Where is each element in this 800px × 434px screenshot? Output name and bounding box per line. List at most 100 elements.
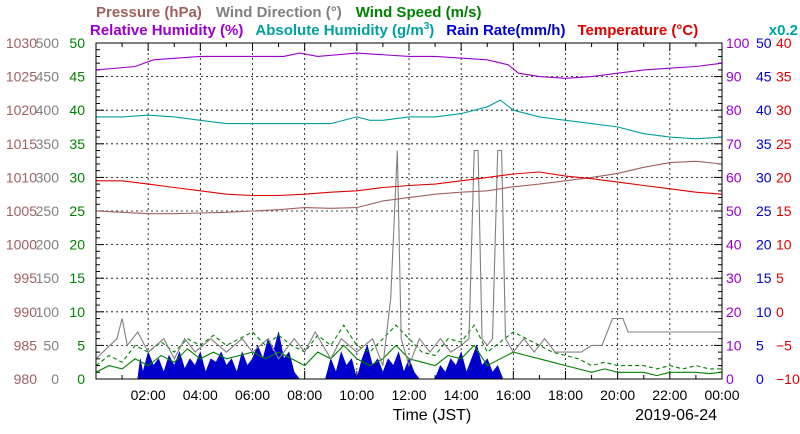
y-tick-wind-direction: 200 (36, 237, 60, 253)
y-tick-pressure: 990 (14, 304, 38, 320)
legend-entry: Relative Humidity (%) (90, 22, 243, 39)
y-tick-rain-rate: 20 (756, 237, 772, 253)
y-tick-humidity: 20 (726, 304, 742, 320)
y-tick-humidity: 40 (726, 237, 742, 253)
y-tick-humidity: 60 (726, 169, 742, 185)
y-tick-rain-rate: 45 (756, 69, 772, 85)
y-tick-temperature: 35 (776, 69, 792, 85)
y-tick-wind-direction: 250 (36, 203, 60, 219)
y-tick-wind-direction: 100 (36, 304, 60, 320)
series-pressure-hpa (95, 160, 723, 215)
y-tick-temperature: −5 (776, 337, 792, 353)
legend-entry: Absolute Humidity (g/m3) (255, 21, 434, 39)
x-tick-label: 12:00 (391, 387, 426, 403)
x-tick-label: 04:00 (183, 387, 218, 403)
y-tick-rain-rate: 15 (756, 270, 772, 286)
y-tick-pressure: 1015 (6, 136, 37, 152)
y-tick-rain-rate: 25 (756, 203, 772, 219)
y-tick-pressure: 980 (14, 371, 38, 387)
y-tick-wind-direction: 150 (36, 270, 60, 286)
y-tick-humidity: 90 (726, 69, 742, 85)
y-tick-wind-direction: 450 (36, 69, 60, 85)
x-axis: 02:00 04:00 06:00 08:00 10:00 12:00 14:00 16:00… (131, 387, 740, 403)
x-axis-label: Time (JST) (393, 407, 472, 424)
x-tick-label: 00:00 (704, 387, 739, 403)
y-tick-rain-rate: 0 (756, 371, 764, 387)
plot-series (95, 52, 723, 381)
y-tick-pressure: 985 (14, 337, 38, 353)
y-tick-humidity: 10 (726, 337, 742, 353)
legend: Pressure (hPa) Wind Direction (°) Wind Spe… (90, 4, 798, 39)
y-tick-rain-rate: 30 (756, 169, 772, 185)
y-tick-wind-direction: 500 (36, 35, 60, 51)
y-tick-humidity: 50 (726, 203, 742, 219)
legend-entry: Temperature (°C) (577, 22, 698, 39)
x-tick-label: 08:00 (287, 387, 322, 403)
legend-entry: Wind Direction (°) (216, 4, 342, 21)
y-tick-pressure: 1020 (6, 102, 37, 118)
scale-note: x0.2 (769, 22, 798, 39)
y-tick-rain-rate: 40 (756, 102, 772, 118)
legend-entry: Pressure (hPa) (96, 4, 202, 21)
y-tick-wind-speed: 50 (69, 35, 85, 51)
y-tick-pressure: 995 (14, 270, 38, 286)
y-tick-wind-direction: 50 (43, 337, 59, 353)
y-tick-rain-rate: 35 (756, 136, 772, 152)
y-tick-rain-rate: 10 (756, 304, 772, 320)
y-tick-temperature: −10 (776, 371, 800, 387)
date-label: 2019-06-24 (635, 407, 717, 424)
y-tick-humidity: 0 (726, 371, 734, 387)
y-tick-pressure: 1010 (6, 169, 37, 185)
y-tick-humidity: 100 (726, 35, 750, 51)
x-tick-label: 18:00 (548, 387, 583, 403)
y-tick-temperature: 0 (776, 304, 784, 320)
y-tick-wind-speed: 5 (77, 337, 85, 353)
y-tick-pressure: 1000 (6, 237, 37, 253)
x-tick-label: 06:00 (235, 387, 270, 403)
y-tick-pressure: 1025 (6, 69, 37, 85)
series-relative-humidity (95, 52, 723, 79)
y-tick-wind-speed: 40 (69, 102, 85, 118)
y-tick-wind-speed: 45 (69, 69, 85, 85)
y-tick-wind-speed: 35 (69, 136, 85, 152)
x-tick-label: 14:00 (444, 387, 479, 403)
y-tick-wind-direction: 0 (51, 371, 59, 387)
series-temperature-c (96, 171, 723, 197)
y-tick-wind-speed: 0 (77, 371, 85, 387)
y-tick-pressure: 1030 (6, 35, 37, 51)
y-tick-wind-direction: 300 (36, 169, 60, 185)
legend-entry: Wind Speed (m/s) (356, 4, 482, 21)
y-tick-humidity: 70 (726, 136, 742, 152)
y-tick-temperature: 10 (776, 237, 792, 253)
y-tick-humidity: 30 (726, 270, 742, 286)
legend-entry: Rain Rate(mm/h) (446, 22, 565, 39)
y-axes: 9809859909951000100510101015102010251030… (6, 35, 800, 387)
y-tick-temperature: 15 (776, 203, 792, 219)
y-tick-pressure: 1005 (6, 203, 37, 219)
x-tick-label: 22:00 (652, 387, 687, 403)
y-tick-humidity: 80 (726, 102, 742, 118)
y-tick-wind-speed: 15 (69, 270, 85, 286)
y-tick-rain-rate: 5 (756, 337, 764, 353)
y-tick-temperature: 25 (776, 136, 792, 152)
y-tick-temperature: 20 (776, 169, 792, 185)
plot-grid (95, 42, 723, 380)
y-tick-wind-speed: 25 (69, 203, 85, 219)
y-tick-wind-speed: 10 (69, 304, 85, 320)
y-tick-temperature: 30 (776, 102, 792, 118)
y-tick-temperature: 5 (776, 270, 784, 286)
y-tick-wind-speed: 20 (69, 237, 85, 253)
x-tick-label: 16:00 (496, 387, 531, 403)
x-tick-label: 10:00 (339, 387, 374, 403)
x-tick-label: 20:00 (600, 387, 635, 403)
plot-frame (95, 42, 723, 380)
y-tick-rain-rate: 50 (756, 35, 772, 51)
series-wind-speed-gust-m-s (95, 324, 722, 370)
y-tick-wind-direction: 400 (36, 102, 60, 118)
y-tick-wind-direction: 350 (36, 136, 60, 152)
series-wind-direction (95, 149, 722, 368)
y-tick-temperature: 40 (776, 35, 792, 51)
x-tick-label: 02:00 (131, 387, 166, 403)
series-wind-speed-m-s (95, 344, 723, 377)
